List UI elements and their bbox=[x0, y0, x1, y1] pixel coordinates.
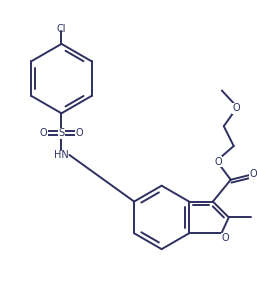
Text: O: O bbox=[233, 103, 241, 113]
Text: HN: HN bbox=[54, 150, 69, 160]
Text: O: O bbox=[40, 128, 48, 138]
Text: O: O bbox=[250, 169, 257, 179]
Text: Cl: Cl bbox=[57, 24, 66, 34]
Text: O: O bbox=[222, 233, 229, 243]
Text: O: O bbox=[76, 128, 83, 138]
Text: S: S bbox=[58, 128, 65, 138]
Text: O: O bbox=[214, 157, 222, 167]
